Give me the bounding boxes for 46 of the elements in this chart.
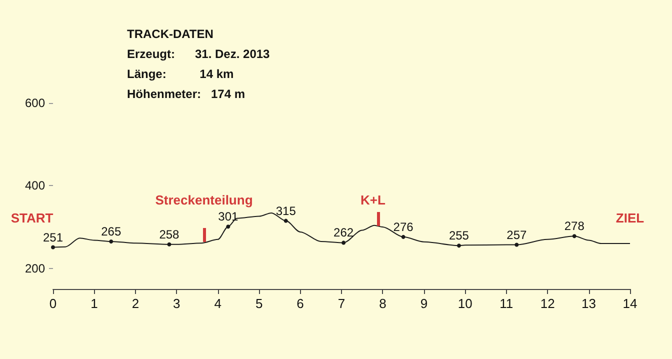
point: [284, 218, 288, 223]
text: Länge: 14 km: [127, 67, 234, 81]
y-tick-label: 200: [24, 261, 46, 276]
data-label: 265: [101, 224, 122, 238]
data-label: 258: [159, 227, 180, 242]
x-tick-label: 9: [420, 296, 428, 311]
text: START: [10, 210, 54, 226]
x-tick-label: 7: [338, 296, 346, 311]
annotation: K+L: [360, 192, 386, 208]
x-tick-label: 12: [540, 296, 555, 311]
annotation: ZIEL: [616, 210, 644, 226]
point: [401, 234, 406, 239]
data-label: 315: [276, 204, 296, 218]
text: Höhenmeter: 174 m: [127, 87, 246, 101]
point: [109, 239, 114, 244]
x-tick-label: 13: [582, 296, 596, 311]
y-tick-label: 400: [24, 178, 46, 193]
point: [167, 242, 172, 246]
point: [456, 244, 461, 248]
x-tick-label: 11: [500, 296, 514, 311]
data-label: 262: [334, 226, 354, 240]
x-tick-label: 8: [379, 296, 386, 311]
data-label: 276: [393, 220, 414, 234]
data-label: 301: [218, 210, 238, 224]
x-tick-label: 1: [90, 296, 98, 311]
point: [51, 245, 55, 250]
text: Erzeugt: 31. Dez. 2013: [127, 47, 270, 61]
x-tick-label: 14: [622, 296, 638, 311]
x-tick-label: 4: [214, 296, 222, 311]
x-tick-label: 3: [173, 296, 180, 311]
y-tick-label: 600: [24, 96, 46, 110]
x-tick-label: 6: [296, 296, 304, 311]
x-tick-label: 5: [255, 296, 263, 311]
point: [342, 240, 346, 245]
point: [572, 234, 576, 238]
x-tick-label: 10: [458, 296, 472, 311]
point: [514, 242, 519, 247]
data-label: 251: [42, 230, 64, 244]
data-label: 278: [564, 219, 585, 234]
chart-title: TRACK-DATEN: [127, 27, 214, 41]
annotation: Streckenteilung: [155, 192, 253, 208]
data-label: 257: [506, 228, 527, 242]
x-tick-label: 0: [49, 296, 57, 311]
data-label: 255: [448, 228, 470, 243]
x-tick-label: 2: [132, 296, 140, 311]
point: [226, 224, 230, 229]
